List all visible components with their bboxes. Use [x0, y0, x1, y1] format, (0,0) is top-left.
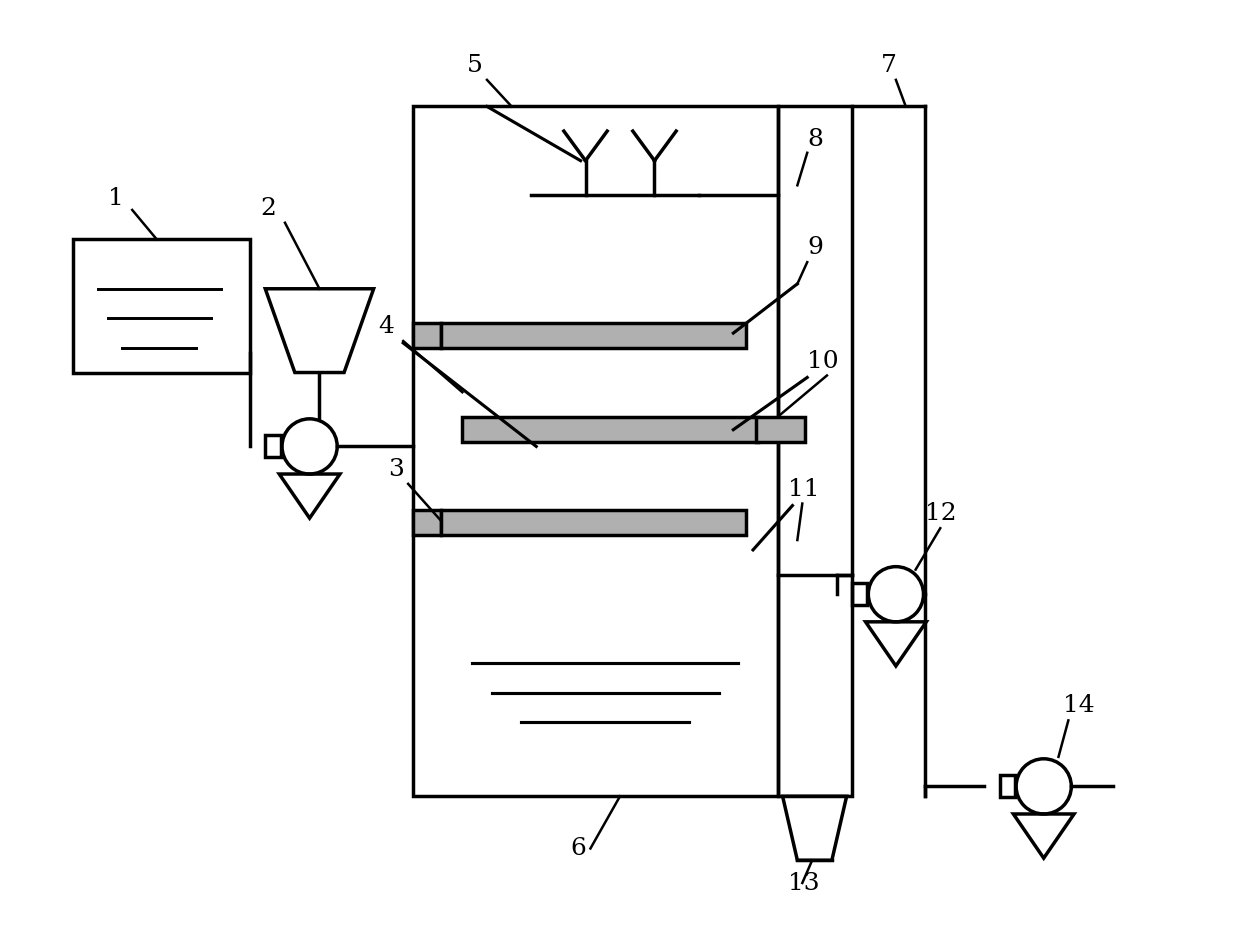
Text: 10: 10 — [807, 350, 838, 373]
Text: 11: 11 — [787, 477, 818, 500]
Text: 7: 7 — [882, 54, 897, 77]
Text: 6: 6 — [570, 838, 587, 861]
Bar — [463, 417, 758, 441]
Bar — [413, 323, 440, 348]
Text: 8: 8 — [807, 127, 823, 151]
Text: 2: 2 — [260, 197, 277, 220]
Bar — [265, 436, 280, 457]
Text: 1: 1 — [108, 187, 123, 210]
Bar — [440, 511, 746, 535]
Bar — [777, 107, 852, 796]
Text: 9: 9 — [807, 236, 823, 260]
Bar — [440, 323, 746, 348]
Bar — [73, 240, 250, 373]
Text: 4: 4 — [378, 315, 394, 339]
Text: 12: 12 — [925, 502, 957, 525]
Bar — [413, 511, 440, 535]
Text: 5: 5 — [467, 54, 484, 77]
Text: 14: 14 — [1064, 694, 1095, 717]
Bar — [413, 107, 777, 796]
Bar — [756, 417, 805, 441]
Text: 3: 3 — [388, 458, 404, 481]
Text: 13: 13 — [787, 872, 820, 895]
Bar — [999, 775, 1014, 798]
Bar — [852, 583, 867, 605]
